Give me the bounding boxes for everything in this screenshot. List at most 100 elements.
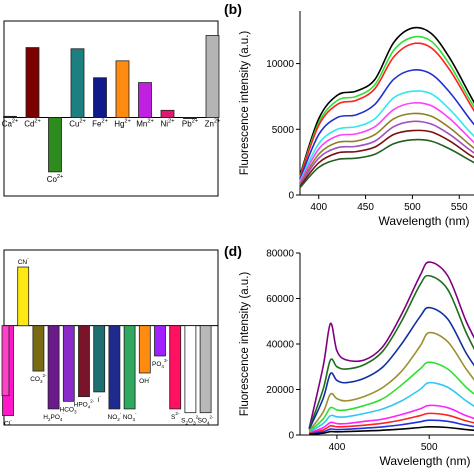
tick-label-7-sub: 2 (117, 417, 120, 422)
series-line-7 (299, 120, 474, 186)
tick-label-2-sub: 3 (40, 379, 43, 384)
tick-label-0: Cl- (4, 418, 12, 428)
y-tick-label-1: 20000 (266, 385, 294, 396)
series-line-4 (299, 90, 474, 182)
tick-label-4-sup: 2+ (101, 119, 107, 125)
tick-label-1-sup: 2+ (34, 119, 40, 125)
tick-label-13-sub: 4 (207, 421, 210, 426)
bar-PO4 3- (154, 325, 166, 357)
x-axis-title: Wavelength (nm) (379, 214, 470, 228)
bar-Cu2+ (70, 48, 85, 118)
tick-label-5-base: HPO (74, 402, 88, 409)
series-line-6 (299, 112, 474, 185)
tick-label-12-sup: 2- (196, 415, 201, 420)
bar-Ca2+ (3, 115, 17, 118)
bar-CO3 2- (32, 325, 45, 372)
bar-H2PO4- (47, 325, 60, 410)
series-line-7 (309, 412, 474, 435)
tick-label-9: Zn2+ (205, 119, 221, 129)
tick-label-13-base: SO (198, 418, 207, 425)
y-tick-label-2: 10000 (266, 59, 294, 70)
tick-label-4-sup: - (77, 403, 79, 408)
tick-label-10-sub: 4 (161, 364, 164, 369)
tick-label-0: Ca2+ (2, 119, 19, 129)
tick-label-2: CO32- (30, 373, 47, 384)
tick-label-8-base: Pb (182, 120, 192, 129)
tick-label-9-base: OH (139, 378, 149, 385)
series-line-4 (308, 361, 474, 433)
y-axis-title: Fluorescence intensity (a.u.) (239, 272, 251, 417)
tick-label-1-sup: - (27, 256, 29, 261)
tick-label-3: H2PO4- (43, 411, 64, 422)
tick-label-6-base: Mn (136, 120, 147, 129)
tick-label-6: Mn2+ (136, 119, 154, 129)
tick-label-5-sup: 2- (90, 399, 95, 404)
tick-label-9-base: Zn (205, 120, 214, 129)
tick-label-11: S2- (171, 411, 180, 421)
x-tick-label-1: 500 (421, 442, 438, 453)
tick-label-8-sup: - (135, 411, 137, 416)
tick-label-7-base: NO (108, 414, 118, 421)
tick-label-3-base2: PO (50, 414, 59, 421)
tick-label-6: I- (98, 394, 102, 404)
bar-Ni2+ (160, 109, 175, 118)
bar-Fe2+ (93, 77, 107, 118)
series-line-8 (299, 129, 474, 187)
y-axis-title: Fluorescence intensity (a.u.) (239, 31, 251, 176)
tick-label-12-base2: O (188, 418, 193, 425)
series-line-8 (309, 419, 474, 435)
x-tick-label-3: 550 (451, 202, 468, 213)
tick-label-1: CN- (18, 256, 29, 266)
tick-label-13: SO4 2- (198, 415, 214, 426)
tick-label-7: NO2- (108, 411, 122, 422)
tick-label-6-sup: 2+ (147, 119, 153, 125)
bar-Pb2+ (183, 117, 197, 119)
series-line-0 (308, 261, 474, 429)
bar-NO2- (108, 325, 121, 410)
panel-label: (d) (224, 243, 242, 259)
tick-label-0-base: Cl (4, 421, 11, 428)
tick-label-3-sup: 2+ (79, 119, 85, 125)
tick-label-1: Cd2+ (24, 119, 41, 129)
tick-label-4: HCO3- (60, 403, 79, 414)
tick-label-4-sub: 3 (74, 409, 77, 414)
tick-label-5-sub: 4 (88, 405, 91, 410)
panel-a: Ca2+ Cd2+Co2+Cu2+ Fe2+ Hg2+ Mn2+ Ni2+ Pb2+ Zn2+ (2, 20, 221, 197)
bar-S2O3 2- (184, 325, 197, 414)
bar-NO3- (123, 325, 136, 410)
tick-label-3: Cu2+ (69, 119, 86, 129)
bar-OH- (138, 325, 151, 374)
bar-HCO3- (62, 325, 75, 402)
tick-label-7-sup: - (120, 411, 122, 416)
x-tick-label-2: 500 (404, 202, 421, 213)
tick-label-6-base: I (98, 397, 100, 404)
bar-Mn2+ (138, 82, 152, 118)
panel-c: Cl-CN-CO32-H2PO4-HCO3-HPO42- I-NO2-NO3-OH… (1, 249, 219, 428)
bar-Co2+ (48, 117, 62, 173)
tick-label-9-sup: - (149, 375, 151, 380)
tick-label-7: Ni2+ (161, 119, 175, 129)
tick-label-11-base: S (171, 414, 176, 421)
tick-label-8-sup: 2+ (192, 119, 198, 125)
tick-label-2-sup: 2+ (57, 174, 63, 180)
tick-label-9-sup: 2+ (214, 119, 220, 125)
tick-label-12-sub2: 3 (193, 421, 196, 426)
tick-label-10-base: PO (152, 361, 161, 368)
y-tick-label-3: 60000 (266, 294, 294, 305)
tick-label-4-base: HCO (60, 406, 74, 413)
series-line-2 (299, 42, 474, 178)
bar-SO4 2- (199, 325, 212, 414)
tick-label-12-sub: 2 (185, 421, 188, 426)
tick-label-7-base: Ni (161, 120, 169, 129)
bar-S2- (169, 325, 182, 410)
tick-label-12-base: S (181, 418, 186, 425)
bar-Hg2+ (115, 60, 130, 118)
tick-label-8: Pb2+ (182, 119, 198, 129)
panel-label: (b) (224, 1, 242, 17)
tick-label-5-sup: 2+ (124, 119, 130, 125)
bar-Cd2+ (25, 47, 40, 118)
y-tick-label-0: 0 (288, 431, 294, 442)
tick-label-0-sup: - (10, 418, 12, 423)
